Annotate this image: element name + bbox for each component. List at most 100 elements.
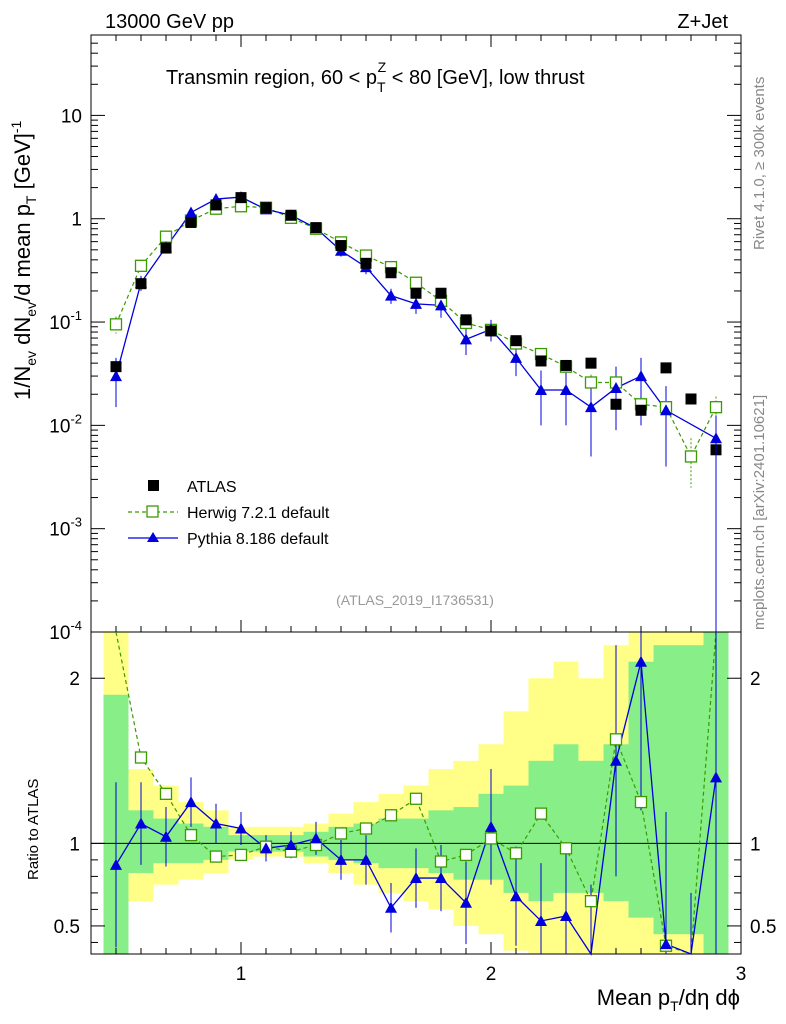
herwig-ratio-point <box>609 733 623 746</box>
x-axis-label: Mean pT/dη dϕ <box>597 985 740 1014</box>
herwig-point <box>584 376 598 389</box>
legend-herwig-label: Herwig 7.2.1 default <box>187 505 330 522</box>
atlas-point <box>510 335 522 347</box>
pythia-ratio-point <box>210 817 222 829</box>
ratio-tick-label-right: 1 <box>750 834 761 855</box>
atlas-point <box>385 267 397 279</box>
herwig-point <box>134 259 148 272</box>
herwig-ratio-point <box>559 842 573 855</box>
pythia-point <box>385 289 397 301</box>
ratio-series <box>110 631 722 956</box>
ratio-band-inner <box>578 760 604 893</box>
pythia-ratio-point <box>485 820 497 832</box>
y-tick-label: 10 <box>61 106 82 127</box>
x-tick-label: 3 <box>736 964 747 985</box>
herwig-ratio-point <box>209 850 223 863</box>
side-label-top: Rivet 4.1.0, ≥ 300k events <box>751 77 768 250</box>
pythia-ratio-point <box>235 822 247 834</box>
side-label-bottom: mcplots.cern.ch [arXiv:2401.10621] <box>751 395 768 630</box>
ratio-tick-label-left: 0.5 <box>54 917 80 938</box>
pythia-point <box>410 297 422 309</box>
y-tick-label: 10-2 <box>49 411 82 437</box>
legend: ATLAS Herwig 7.2.1 default Pythia 8.186 … <box>128 479 330 548</box>
atlas-point <box>210 199 222 211</box>
y-tick-label: 1 <box>71 210 82 231</box>
atlas-point <box>260 202 272 214</box>
pythia-ratio-point <box>160 830 172 842</box>
pythia-ratio-point <box>710 771 722 783</box>
pythia-ratio-point <box>560 910 572 922</box>
atlas-point <box>335 240 347 252</box>
ratio-tick-label-left: 1 <box>69 834 80 855</box>
atlas-point <box>310 222 322 234</box>
herwig-ratio-point <box>534 807 548 820</box>
atlas-point <box>635 404 647 416</box>
atlas-point <box>285 209 297 221</box>
pythia-point <box>110 370 122 382</box>
x-tick-labels: 1 2 3 <box>236 964 747 985</box>
herwig-ratio-point <box>184 828 198 842</box>
herwig-ratio-point <box>584 895 598 908</box>
pythia-point <box>560 383 572 395</box>
pythia-point <box>185 206 197 218</box>
pythia-ratio-point <box>335 853 347 865</box>
herwig-point <box>109 318 123 331</box>
header-right: Z+Jet <box>677 11 728 33</box>
pythia-point <box>610 381 622 393</box>
ratio-tick-label-right: 0.5 <box>750 917 776 938</box>
pythia-point <box>460 333 472 345</box>
pythia-ratio-point <box>460 896 472 908</box>
legend-atlas-marker <box>148 480 159 491</box>
herwig-point <box>159 230 173 243</box>
herwig-ratio-point <box>234 848 248 862</box>
legend-pythia-marker <box>147 532 159 542</box>
y-tick-label: 10-3 <box>49 515 82 541</box>
atlas-point <box>235 192 247 204</box>
main-series <box>109 191 723 632</box>
atlas-point <box>585 357 597 369</box>
herwig-ratio-point <box>634 795 648 809</box>
ratio-y-label: Ratio to ATLAS <box>25 779 42 880</box>
ratio-band-inner <box>678 645 704 935</box>
pythia-point <box>510 351 522 363</box>
atlas-point <box>410 287 422 299</box>
atlas-point <box>610 398 622 410</box>
y-axis-label: 1/Nev dNev/d mean pT [GeV]-1 <box>8 120 39 400</box>
atlas-point <box>160 242 172 254</box>
pythia-ratio-point <box>360 853 372 865</box>
header-left: 13000 GeV pp <box>105 11 234 33</box>
pythia-ratio-point <box>410 872 422 884</box>
pythia-ratio-point <box>135 817 147 829</box>
herwig-point <box>684 450 698 463</box>
herwig-ratio-point <box>459 848 473 862</box>
pythia-ratio-point <box>610 754 622 766</box>
main-ticks <box>91 34 742 633</box>
atlas-point <box>360 257 372 269</box>
pythia-point <box>660 404 672 416</box>
pythia-ratio-point <box>435 872 447 884</box>
pythia-ratio-point <box>510 890 522 902</box>
pythia-point <box>635 370 647 382</box>
atlas-point <box>685 393 697 405</box>
main-y-tick-labels: 10 1 10-1 10-2 10-3 10-4 <box>49 106 82 644</box>
x-tick-label: 2 <box>486 964 497 985</box>
pythia-ratio-point <box>660 938 672 950</box>
analysis-id: (ATLAS_2019_I1736531) <box>336 592 494 608</box>
herwig-line <box>115 205 717 458</box>
atlas-point <box>460 314 472 326</box>
legend-pythia-label: Pythia 8.186 default <box>187 531 329 548</box>
atlas-point <box>110 361 122 373</box>
pythia-ratio-point <box>635 655 647 667</box>
atlas-point <box>435 287 447 299</box>
main-panel: 10 1 10-1 10-2 10-3 10-4 Transmin region, 60 … <box>8 34 742 644</box>
pythia-ratio-point <box>185 796 197 808</box>
ratio-tick-labels: 0.5 0.5 1 1 2 2 <box>54 669 777 938</box>
y-tick-label: 10-4 <box>49 618 82 644</box>
herwig-ratio-point <box>434 855 448 868</box>
pythia-line <box>115 196 717 439</box>
pythia-ratio-point <box>110 858 122 870</box>
atlas-point <box>660 362 672 374</box>
atlas-point <box>135 278 147 290</box>
legend-atlas-label: ATLAS <box>187 479 237 496</box>
